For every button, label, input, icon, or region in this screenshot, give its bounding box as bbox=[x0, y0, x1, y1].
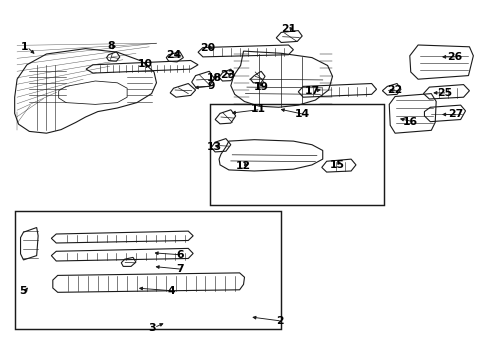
Text: 26: 26 bbox=[446, 52, 462, 62]
Text: 17: 17 bbox=[304, 86, 319, 96]
Text: 6: 6 bbox=[176, 250, 183, 260]
Text: 19: 19 bbox=[254, 82, 268, 92]
Text: 25: 25 bbox=[437, 88, 451, 98]
Text: 9: 9 bbox=[207, 81, 215, 91]
Bar bbox=[210, 104, 383, 205]
Text: 13: 13 bbox=[206, 142, 221, 152]
Text: 2: 2 bbox=[275, 316, 283, 326]
Text: 1: 1 bbox=[20, 42, 28, 52]
Text: 7: 7 bbox=[176, 264, 183, 274]
Text: 11: 11 bbox=[250, 104, 265, 114]
Text: 4: 4 bbox=[167, 286, 175, 296]
Text: 23: 23 bbox=[219, 70, 235, 80]
Bar bbox=[15, 211, 281, 329]
Text: 5: 5 bbox=[19, 286, 27, 296]
Text: 20: 20 bbox=[200, 42, 215, 53]
Text: 3: 3 bbox=[147, 323, 155, 333]
Text: 27: 27 bbox=[447, 109, 463, 120]
Text: 21: 21 bbox=[281, 24, 295, 34]
Text: 16: 16 bbox=[403, 117, 417, 127]
Text: 8: 8 bbox=[107, 41, 115, 51]
Text: 15: 15 bbox=[329, 160, 344, 170]
Text: 22: 22 bbox=[386, 85, 402, 95]
Text: 10: 10 bbox=[138, 59, 153, 69]
Text: 24: 24 bbox=[165, 50, 181, 60]
Text: 12: 12 bbox=[236, 161, 250, 171]
Text: 14: 14 bbox=[294, 109, 309, 120]
Text: 18: 18 bbox=[206, 73, 221, 84]
